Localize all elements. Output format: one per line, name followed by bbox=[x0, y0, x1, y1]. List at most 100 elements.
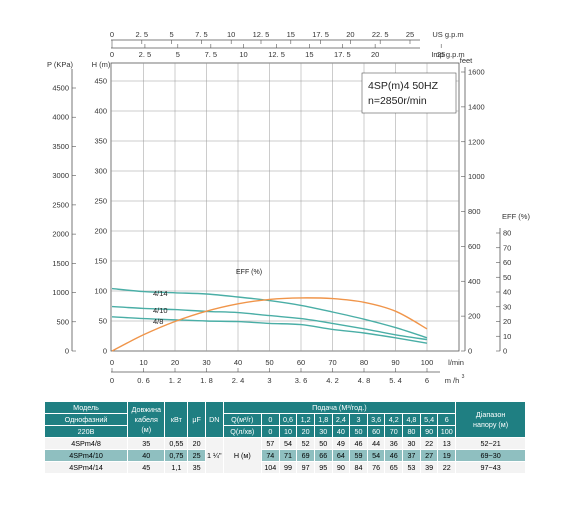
dn-value: 1 ¼" bbox=[204, 437, 224, 474]
m3h-tick-label: 3 bbox=[267, 376, 271, 385]
eff-tick-label: 30 bbox=[503, 302, 511, 311]
table-cell: 19 bbox=[437, 449, 457, 462]
hdr-model: Модель bbox=[43, 401, 129, 414]
table-cell: 54 bbox=[366, 449, 386, 462]
eff-tick-label: 70 bbox=[503, 243, 511, 252]
us-tick-label: 20 bbox=[346, 30, 354, 39]
row-model: 4SPm4/10 bbox=[43, 449, 129, 462]
pressure-tick-label: 2500 bbox=[52, 200, 69, 209]
series-label: 4/8 bbox=[153, 317, 163, 326]
eff-tick-label: 20 bbox=[503, 317, 511, 326]
row-range: 97~43 bbox=[455, 461, 526, 474]
row-range: 52~21 bbox=[455, 437, 526, 450]
eff-tick-label: 0 bbox=[503, 347, 507, 356]
lmin-tick-label: 60 bbox=[297, 358, 305, 367]
table-cell: 46 bbox=[384, 449, 404, 462]
row-uf: 25 bbox=[187, 449, 206, 462]
table-cell: 100 bbox=[437, 425, 457, 438]
feet-tick-label: 800 bbox=[468, 207, 481, 216]
feet-tick-label: 1400 bbox=[468, 102, 485, 111]
imp-tick-label: 5 bbox=[176, 50, 180, 59]
table-cell: 95 bbox=[313, 461, 333, 474]
feet-tick-label: 200 bbox=[468, 312, 481, 321]
table-cell: 6 bbox=[437, 413, 457, 426]
imp-tick-label: 25 bbox=[437, 50, 445, 59]
row-kw: 1,1 bbox=[164, 461, 189, 474]
feet-tick-label: 0 bbox=[468, 347, 472, 356]
imp-tick-label: 12. 5 bbox=[268, 50, 285, 59]
table-cell: 71 bbox=[278, 449, 298, 462]
chart-title: 4SP(m)4 50HZ bbox=[368, 80, 439, 92]
row-range: 69~30 bbox=[455, 449, 526, 462]
table-cell: 53 bbox=[402, 461, 421, 474]
table-cell: 90 bbox=[331, 461, 351, 474]
head-tick-label: 0 bbox=[103, 347, 107, 356]
table-cell: 90 bbox=[419, 425, 439, 438]
m3h-tick-label: 2. 4 bbox=[232, 376, 245, 385]
title-box bbox=[361, 72, 457, 114]
series-label: 4/10 bbox=[153, 306, 168, 315]
table-cell: 0,6 bbox=[278, 413, 298, 426]
eff-tick-label: 80 bbox=[503, 229, 511, 238]
lmin-tick-label: 40 bbox=[234, 358, 242, 367]
series-label: 4/14 bbox=[153, 289, 168, 298]
m3h-tick-label: 4. 8 bbox=[358, 376, 371, 385]
row-uf: 35 bbox=[187, 461, 206, 474]
table-cell: 76 bbox=[366, 461, 386, 474]
eff-axis-label: EFF (%) bbox=[502, 212, 530, 221]
feet-tick-label: 400 bbox=[468, 277, 481, 286]
pressure-tick-label: 1000 bbox=[52, 288, 69, 297]
table-cell: 50 bbox=[349, 425, 368, 438]
pump-curve-chart: 0 50 100 150 200 250 300 350 400 450 H (m) 0 500 1000… bbox=[47, 30, 531, 385]
m3h-tick-label: 1. 2 bbox=[169, 376, 182, 385]
lmin-tick-label: 30 bbox=[202, 358, 210, 367]
us-tick-label: 25 bbox=[406, 30, 414, 39]
hdr-uf: μF bbox=[187, 401, 206, 438]
hdr-flow-title: Подача (М³/год.) bbox=[222, 401, 457, 414]
m3h-tick-label: 3. 6 bbox=[295, 376, 308, 385]
table-cell: 27 bbox=[419, 449, 439, 462]
plot-frame bbox=[110, 62, 460, 352]
hdr-kw: кВт bbox=[164, 401, 189, 438]
lmin-tick-label: 0 bbox=[110, 358, 114, 367]
table-cell: 30 bbox=[313, 425, 333, 438]
table-cell: 52 bbox=[296, 437, 315, 450]
table-cell: 46 bbox=[349, 437, 368, 450]
pressure-tick-label: 0 bbox=[65, 347, 69, 356]
head-tick-label: 100 bbox=[94, 287, 107, 296]
table-cell: 40 bbox=[331, 425, 351, 438]
us-tick-label: 22. 5 bbox=[372, 30, 389, 39]
head-tick-label: 450 bbox=[94, 77, 107, 86]
eff-tick-label: 40 bbox=[503, 288, 511, 297]
row-cable: 35 bbox=[127, 437, 166, 450]
pressure-tick-label: 4000 bbox=[52, 113, 69, 122]
lmin-tick-label: 100 bbox=[421, 358, 434, 367]
eff-tick-label: 10 bbox=[503, 332, 511, 341]
m3h-axis-superscript: 3 bbox=[462, 374, 465, 380]
us-tick-label: 2. 5 bbox=[136, 30, 149, 39]
head-tick-label: 150 bbox=[94, 257, 107, 266]
table-cell: 1,2 bbox=[296, 413, 315, 426]
table-cell: 60 bbox=[366, 425, 386, 438]
lmin-tick-label: 50 bbox=[265, 358, 273, 367]
imp-tick-label: 20 bbox=[371, 50, 379, 59]
row-cable: 45 bbox=[127, 461, 166, 474]
imp-tick-label: 7. 5 bbox=[205, 50, 218, 59]
table-cell: 0 bbox=[261, 425, 280, 438]
pressure-tick-label: 4500 bbox=[52, 84, 69, 93]
table-cell: 65 bbox=[384, 461, 404, 474]
table-cell: 80 bbox=[402, 425, 421, 438]
table-cell: 30 bbox=[402, 437, 421, 450]
m3h-tick-label: 6 bbox=[425, 376, 429, 385]
table-cell: 44 bbox=[366, 437, 386, 450]
table-cell: 74 bbox=[261, 449, 280, 462]
feet-axis-label: feet bbox=[460, 56, 473, 65]
us-tick-label: 17. 5 bbox=[312, 30, 329, 39]
head-tick-label: 250 bbox=[94, 197, 107, 206]
head-tick-label: 200 bbox=[94, 227, 107, 236]
table-cell: 66 bbox=[313, 449, 333, 462]
head-axis-label: H (m) bbox=[92, 60, 111, 69]
us-tick-label: 15 bbox=[287, 30, 295, 39]
h-label: Н (м) bbox=[222, 437, 263, 474]
table-cell: 36 bbox=[384, 437, 404, 450]
